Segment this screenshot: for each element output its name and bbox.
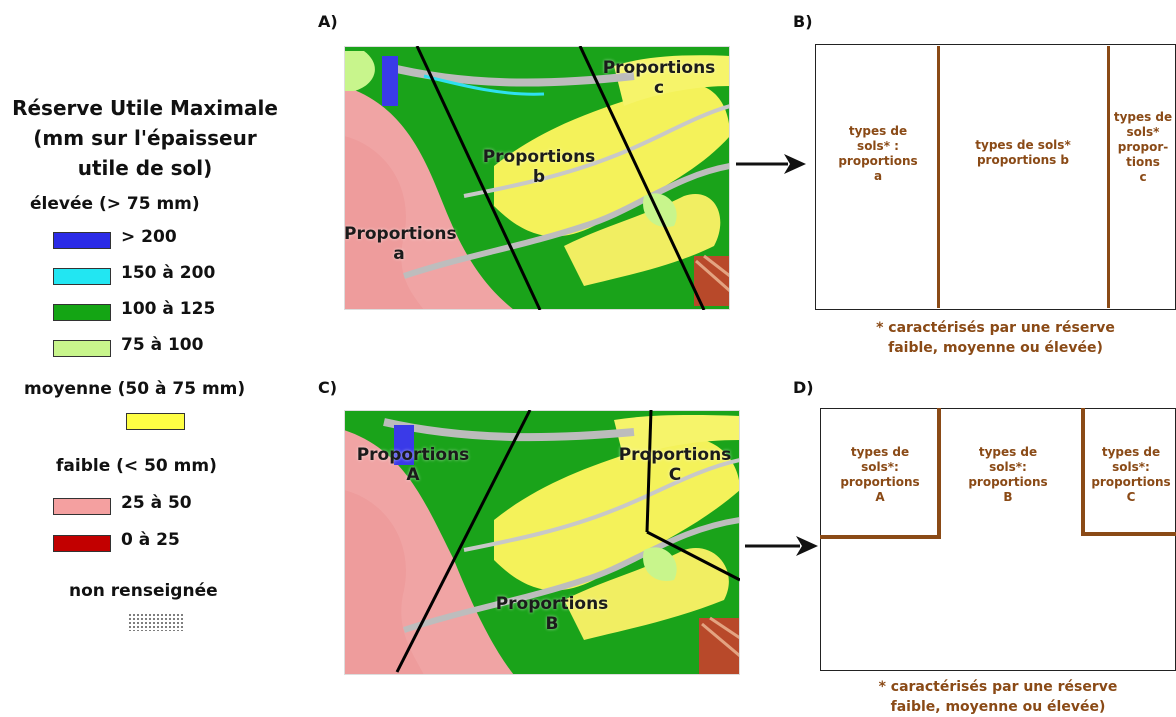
swatch-yellow [126, 413, 185, 430]
swatch-green [53, 304, 111, 321]
swatch-cyan [53, 268, 111, 285]
panel-letter-c: C) [318, 378, 338, 397]
diagram-d-cell-c: types de sols*: proportions C [1091, 445, 1171, 504]
label-line: Proportions A [356, 445, 470, 485]
legend-group-moyenne: moyenne (50 à 75 mm) [24, 379, 246, 399]
diagram-b-box [815, 44, 1176, 310]
arrow-right-icon [745, 536, 818, 556]
legend-item-label: 150 à 200 [121, 263, 216, 283]
map-a-label-c: Proportions c [594, 58, 724, 98]
map-c-terrain [344, 410, 740, 675]
legend-item-label: > 200 [121, 227, 177, 247]
diagram-b-cell-c: types de sols* propor- tions c [1113, 110, 1173, 184]
map-c: Proportions A Proportions B Proportions … [344, 410, 740, 675]
diagram-d-box [820, 408, 1176, 671]
map-c-label-a: Proportions A [348, 445, 478, 485]
arrow-right-icon [736, 154, 806, 174]
map-a-dividers [415, 46, 706, 310]
legend-group-elevee: élevée (> 75 mm) [30, 194, 200, 214]
legend-title-line-2: (mm sur l'épaisseur [33, 126, 257, 150]
legend-title: Réserve Utile Maximale (mm sur l'épaisse… [0, 93, 290, 183]
swatch-light-green [53, 340, 111, 357]
legend-title-line-3: utile de sol) [77, 156, 213, 180]
diagram-b-divider-2 [1107, 46, 1110, 308]
map-a-label-a: Proportions a [344, 224, 457, 264]
diagram-d-cell-b: types de sols*: proportions B [968, 445, 1048, 504]
map-c-label-b: Proportions B [487, 594, 617, 634]
label-line: Proportions b [482, 147, 596, 187]
legend-group-faible: faible (< 50 mm) [56, 456, 217, 476]
map-a-terrain [344, 46, 730, 310]
legend-item-label: 75 à 100 [121, 335, 204, 355]
panel-letter-d: D) [793, 378, 814, 397]
swatch-red [53, 535, 111, 552]
legend-item-label: 25 à 50 [121, 493, 192, 513]
legend-title-line-1: Réserve Utile Maximale [12, 96, 278, 120]
map-c-label-c: Proportions C [610, 445, 740, 485]
map-a-label-b: Proportions b [474, 147, 604, 187]
panel-letter-a: A) [318, 12, 338, 31]
diagram-d-note: * caractérisés par une réserve faible, m… [878, 679, 1118, 715]
diagram-b-note: * caractérisés par une réserve faible, m… [876, 320, 1115, 356]
swatch-dotted [128, 613, 184, 631]
diagram-d-dividers [820, 408, 1176, 539]
legend-item-label: 0 à 25 [121, 530, 180, 550]
map-a: Proportions a Proportions b Proportions … [344, 46, 730, 310]
diagram-d-cell-a: types de sols*: proportions A [840, 445, 920, 504]
legend-group-non-renseignee: non renseignée [69, 581, 218, 601]
label-line: Proportions a [344, 224, 457, 264]
diagram-b-cell-b: types de sols* proportions b [975, 138, 1071, 167]
legend-item-label: 100 à 125 [121, 299, 216, 319]
diagram-b-cell-a: types de sols* : proportions a [838, 124, 918, 183]
label-line: Proportions B [495, 594, 609, 634]
panel-letter-b: B) [793, 12, 813, 31]
label-line: Proportions C [618, 445, 732, 485]
swatch-blue [53, 232, 111, 249]
label-line: Proportions c [602, 58, 716, 98]
map-c-dividers [395, 410, 740, 673]
swatch-pink [53, 498, 111, 515]
diagram-b-divider-1 [937, 46, 940, 308]
